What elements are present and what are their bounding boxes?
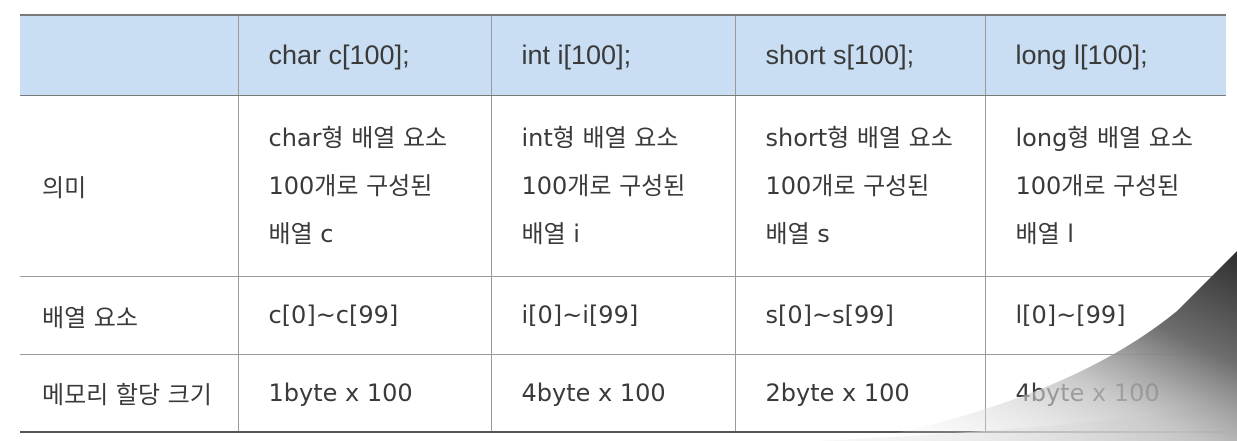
- cell-line: 100개로 구성된: [765, 171, 930, 200]
- row-label-memory-size: 메모리 할당 크기: [20, 354, 238, 433]
- cell-meaning-long: long형 배열 요소 100개로 구성된 배열 l: [984, 95, 1226, 277]
- row-label-array-elements: 배열 요소: [20, 276, 238, 355]
- cell-memory-long: 4byte x 100: [984, 354, 1226, 433]
- cell-line: long형 배열 요소: [1015, 123, 1193, 152]
- cell-line: 배열 c: [268, 219, 334, 248]
- table-row-memory-size: 메모리 할당 크기 1byte x 100 4byte x 100 2byte …: [20, 354, 1226, 433]
- cell-memory-char: 1byte x 100: [237, 354, 491, 433]
- table-header: char c[100]; int i[100]; short s[100]; l…: [20, 15, 1226, 96]
- cell-line: 100개로 구성된: [268, 171, 433, 200]
- row-label-meaning: 의미: [20, 95, 238, 277]
- cell-elements-long: l[0]~[99]: [984, 276, 1226, 355]
- cell-memory-short: 2byte x 100: [734, 354, 985, 433]
- cell-meaning-char: char형 배열 요소 100개로 구성된 배열 c: [237, 95, 491, 277]
- cell-line: short형 배열 요소: [765, 123, 953, 152]
- cell-line: 100개로 구성된: [521, 171, 686, 200]
- table-row-array-elements: 배열 요소 c[0]~c[99] i[0]~i[99] s[0]~s[99] l…: [20, 276, 1226, 355]
- array-comparison-table: char c[100]; int i[100]; short s[100]; l…: [20, 14, 1226, 433]
- cell-meaning-short: short형 배열 요소 100개로 구성된 배열 s: [734, 95, 985, 277]
- header-short-array: short s[100];: [734, 15, 985, 96]
- table-row-meaning: 의미 char형 배열 요소 100개로 구성된 배열 c int형 배열 요소…: [20, 95, 1226, 277]
- header-char-array: char c[100];: [237, 15, 491, 96]
- cell-line: char형 배열 요소: [268, 123, 448, 152]
- cell-elements-char: c[0]~c[99]: [237, 276, 491, 355]
- cell-memory-int: 4byte x 100: [490, 354, 735, 433]
- cell-elements-short: s[0]~s[99]: [734, 276, 985, 355]
- header-corner-cell: [20, 15, 238, 96]
- cell-line: int형 배열 요소: [521, 123, 679, 152]
- cell-line: 배열 i: [521, 219, 580, 248]
- table-body: 의미 char형 배열 요소 100개로 구성된 배열 c int형 배열 요소…: [20, 95, 1226, 433]
- cell-line: 배열 s: [765, 219, 830, 248]
- cell-elements-int: i[0]~i[99]: [490, 276, 735, 355]
- header-long-array: long l[100];: [984, 15, 1226, 96]
- cell-meaning-int: int형 배열 요소 100개로 구성된 배열 i: [490, 95, 735, 277]
- header-int-array: int i[100];: [490, 15, 735, 96]
- cell-line: 배열 l: [1015, 219, 1074, 248]
- cell-line: 100개로 구성된: [1015, 171, 1180, 200]
- header-row: char c[100]; int i[100]; short s[100]; l…: [20, 15, 1226, 96]
